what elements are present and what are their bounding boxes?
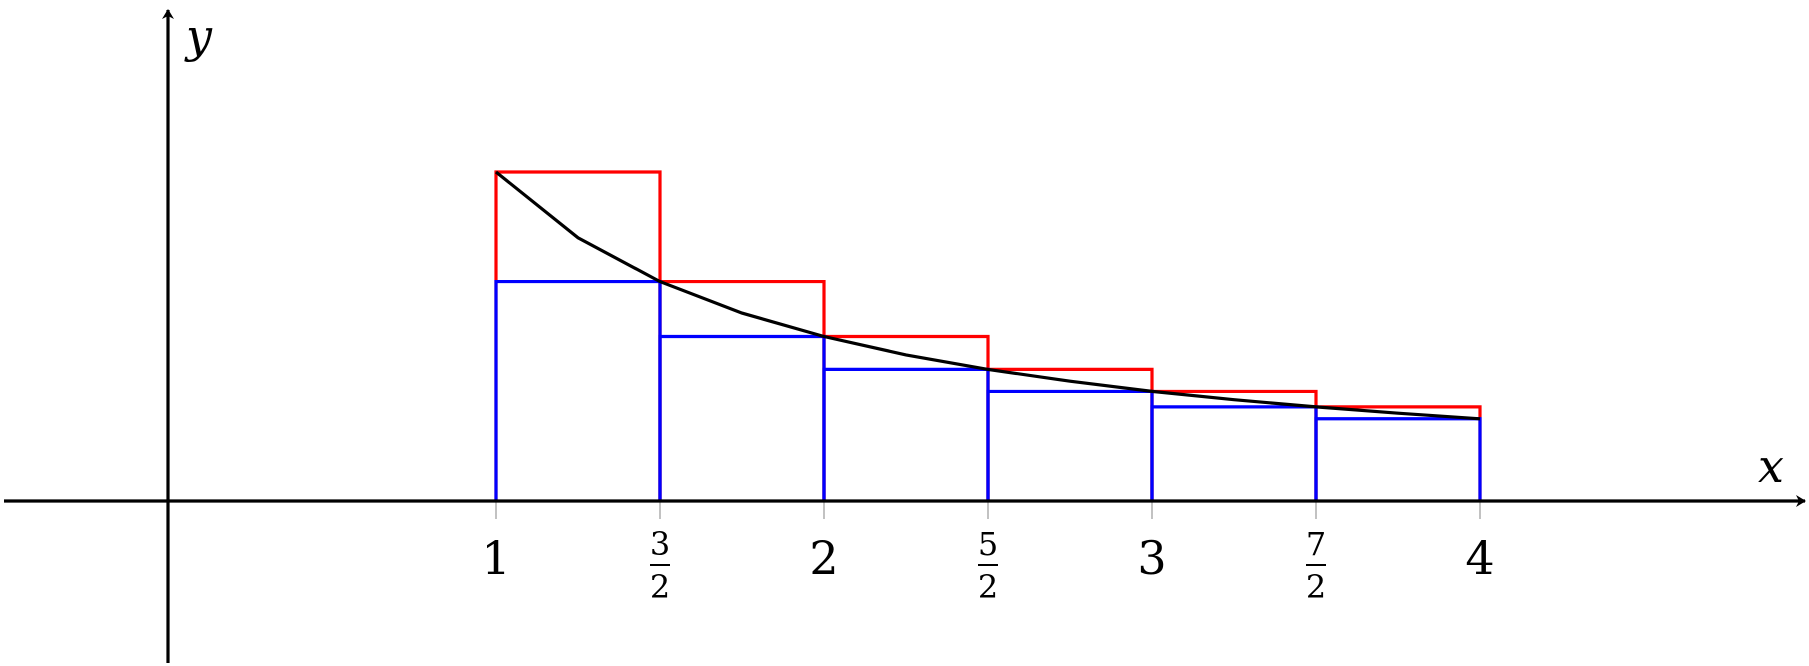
- lower-sum-bar: [658, 334, 826, 501]
- lower-sum-rectangles: [494, 279, 1482, 501]
- x-tick-label: 1: [481, 531, 510, 585]
- x-tick-numerator: 3: [650, 525, 670, 563]
- x-tick-numerator: 7: [1306, 525, 1326, 563]
- x-tick-labels: 1 322 523 724: [481, 525, 1494, 606]
- x-tick-fraction: 32: [650, 525, 670, 606]
- lower-sum-bar: [822, 367, 990, 501]
- x-tick-fraction: 72: [1306, 525, 1326, 606]
- x-tick-denominator: 2: [1306, 568, 1326, 606]
- x-axis-label: x: [1758, 439, 1784, 493]
- x-tick-label: 4: [1465, 531, 1494, 585]
- lower-sum-bar: [1314, 417, 1482, 501]
- lower-sum-bar: [1150, 405, 1318, 501]
- x-tick-denominator: 2: [978, 568, 998, 606]
- y-axis-label: y: [184, 9, 213, 63]
- x-tick-numerator: 5: [978, 525, 998, 563]
- lower-sum-bar: [986, 389, 1154, 501]
- x-tick-denominator: 2: [650, 568, 670, 606]
- function-curve: [494, 170, 1481, 421]
- lower-sum-bar: [494, 279, 662, 501]
- upper-sum-bar: [494, 170, 662, 501]
- x-tick-label: 2: [809, 531, 838, 585]
- x-tick-fraction: 52: [978, 525, 998, 606]
- x-tick-label: 3: [1137, 531, 1166, 585]
- upper-sum-bar: [1314, 405, 1482, 501]
- upper-sum-bar: [822, 334, 990, 501]
